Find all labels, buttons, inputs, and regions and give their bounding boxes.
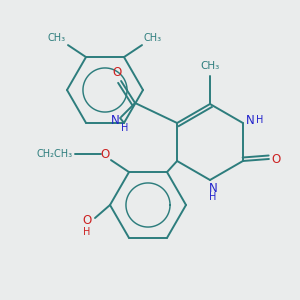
Text: H: H — [83, 227, 91, 237]
Text: O: O — [82, 214, 91, 227]
Text: N: N — [111, 113, 119, 127]
Text: O: O — [112, 67, 122, 80]
Text: CH₃: CH₃ — [48, 33, 66, 43]
Text: CH₂CH₃: CH₂CH₃ — [37, 149, 73, 159]
Text: CH₃: CH₃ — [144, 33, 162, 43]
Text: O: O — [271, 152, 280, 166]
Text: H: H — [209, 192, 217, 202]
Text: H: H — [256, 115, 264, 125]
Text: H: H — [122, 123, 129, 133]
Text: N: N — [245, 113, 254, 127]
Text: O: O — [100, 148, 109, 160]
Text: CH₃: CH₃ — [200, 61, 220, 71]
Text: N: N — [208, 182, 217, 194]
